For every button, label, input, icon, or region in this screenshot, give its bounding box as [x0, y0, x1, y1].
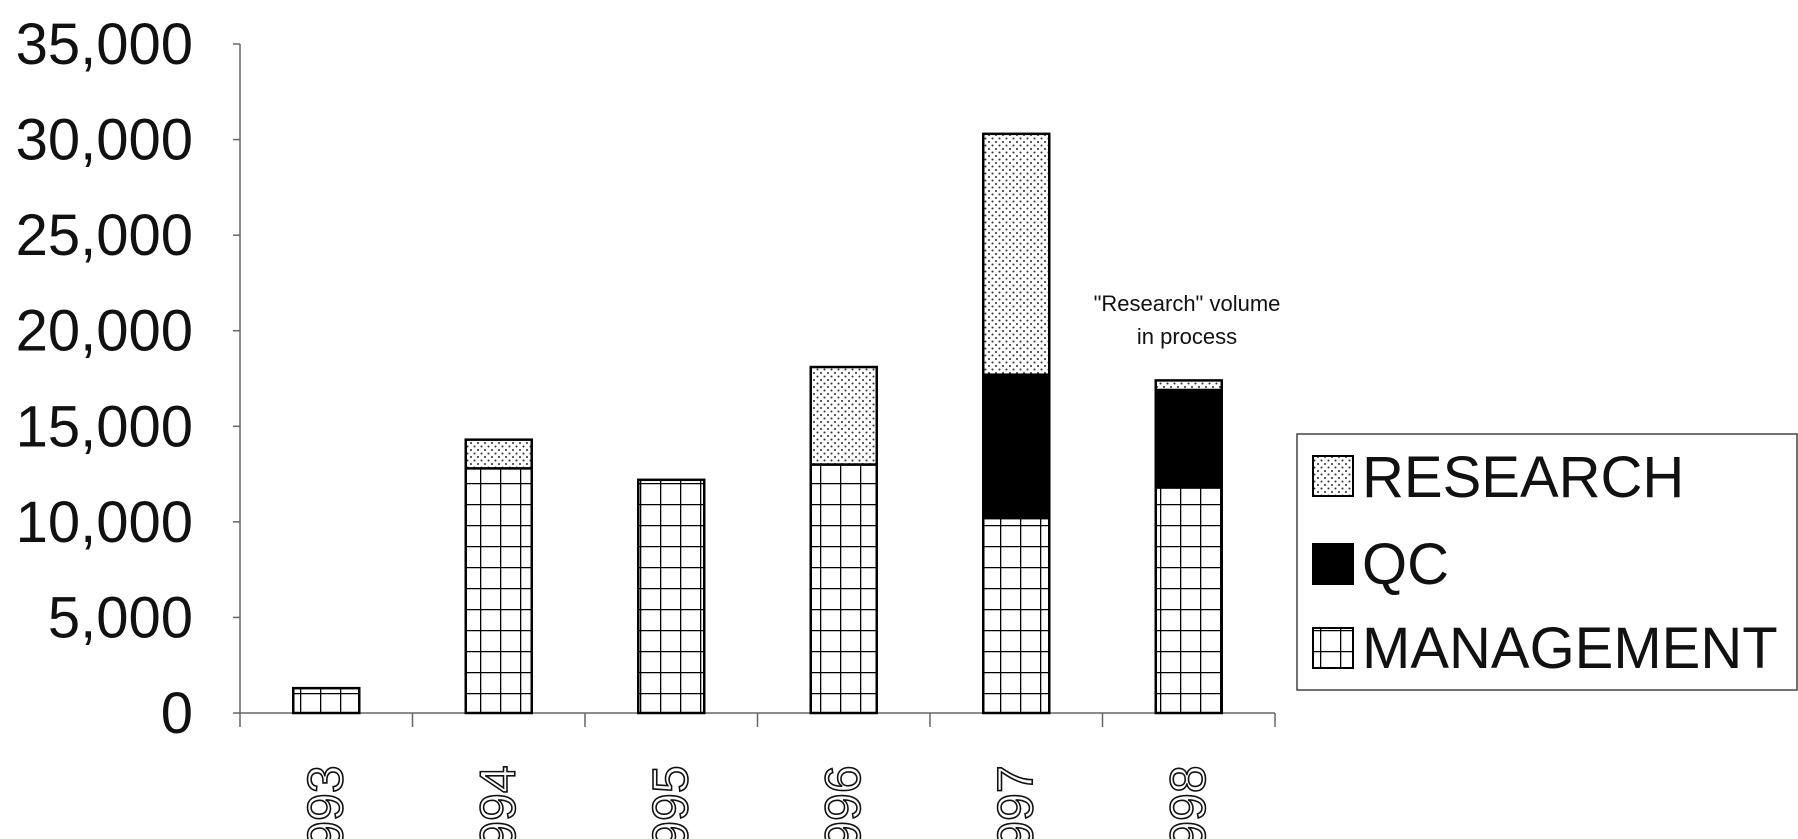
y-tick-label: 30,000: [16, 108, 193, 173]
bar-management-1993: [292, 686, 361, 715]
bar-management-1998: [1154, 486, 1223, 715]
y-axis: 0 5,000 10,000 15,000 20,000 25,000 30,000 35,0…: [16, 12, 241, 746]
legend-label-qc: QC: [1362, 532, 1449, 597]
bars: [292, 132, 1223, 715]
x-tick-label: 1996: [815, 765, 871, 839]
bar-management-1995: [637, 478, 706, 715]
bar-research-1994: [464, 438, 533, 470]
y-tick-label: 0: [161, 681, 193, 746]
bar-research-1996: [809, 365, 878, 466]
bar-management-1997: [982, 516, 1051, 715]
legend-label-management: MANAGEMENT: [1362, 616, 1778, 681]
legend: RESEARCH QC MANAGEMENT: [1296, 433, 1798, 691]
x-tick-label: 1994: [470, 765, 526, 839]
bar-management-1996: [809, 463, 878, 715]
y-tick-label: 5,000: [48, 585, 193, 650]
x-tick-label: 1997: [987, 765, 1043, 839]
legend-swatch-management: [1312, 627, 1354, 669]
y-tick-label: 10,000: [16, 490, 193, 555]
x-tick-label: 1993: [297, 765, 353, 839]
bar-research-1997: [982, 132, 1051, 376]
bar-research-1998: [1154, 379, 1223, 392]
legend-swatch-qc: [1312, 543, 1354, 585]
bar-qc-1998: [1154, 388, 1223, 489]
x-tick-label: 1995: [642, 765, 698, 839]
bar-management-1994: [464, 467, 533, 715]
x-tick-label: 1998: [1160, 765, 1216, 839]
research-annotation: "Research" volume in process: [1094, 291, 1281, 349]
annotation-line-1: "Research" volume: [1094, 291, 1281, 316]
legend-label-research: RESEARCH: [1362, 445, 1684, 510]
x-axis: 1993 1994 1995 1996 1997 1998: [239, 712, 1276, 839]
y-tick-label: 20,000: [16, 299, 193, 364]
legend-swatch-research: [1312, 455, 1354, 497]
y-tick-label: 25,000: [16, 203, 193, 268]
y-tick-label: 15,000: [16, 394, 193, 459]
annotation-line-2: in process: [1137, 324, 1237, 349]
bar-qc-1997: [982, 373, 1051, 520]
legend-frame: [1296, 433, 1798, 691]
y-tick-label: 35,000: [16, 12, 193, 77]
